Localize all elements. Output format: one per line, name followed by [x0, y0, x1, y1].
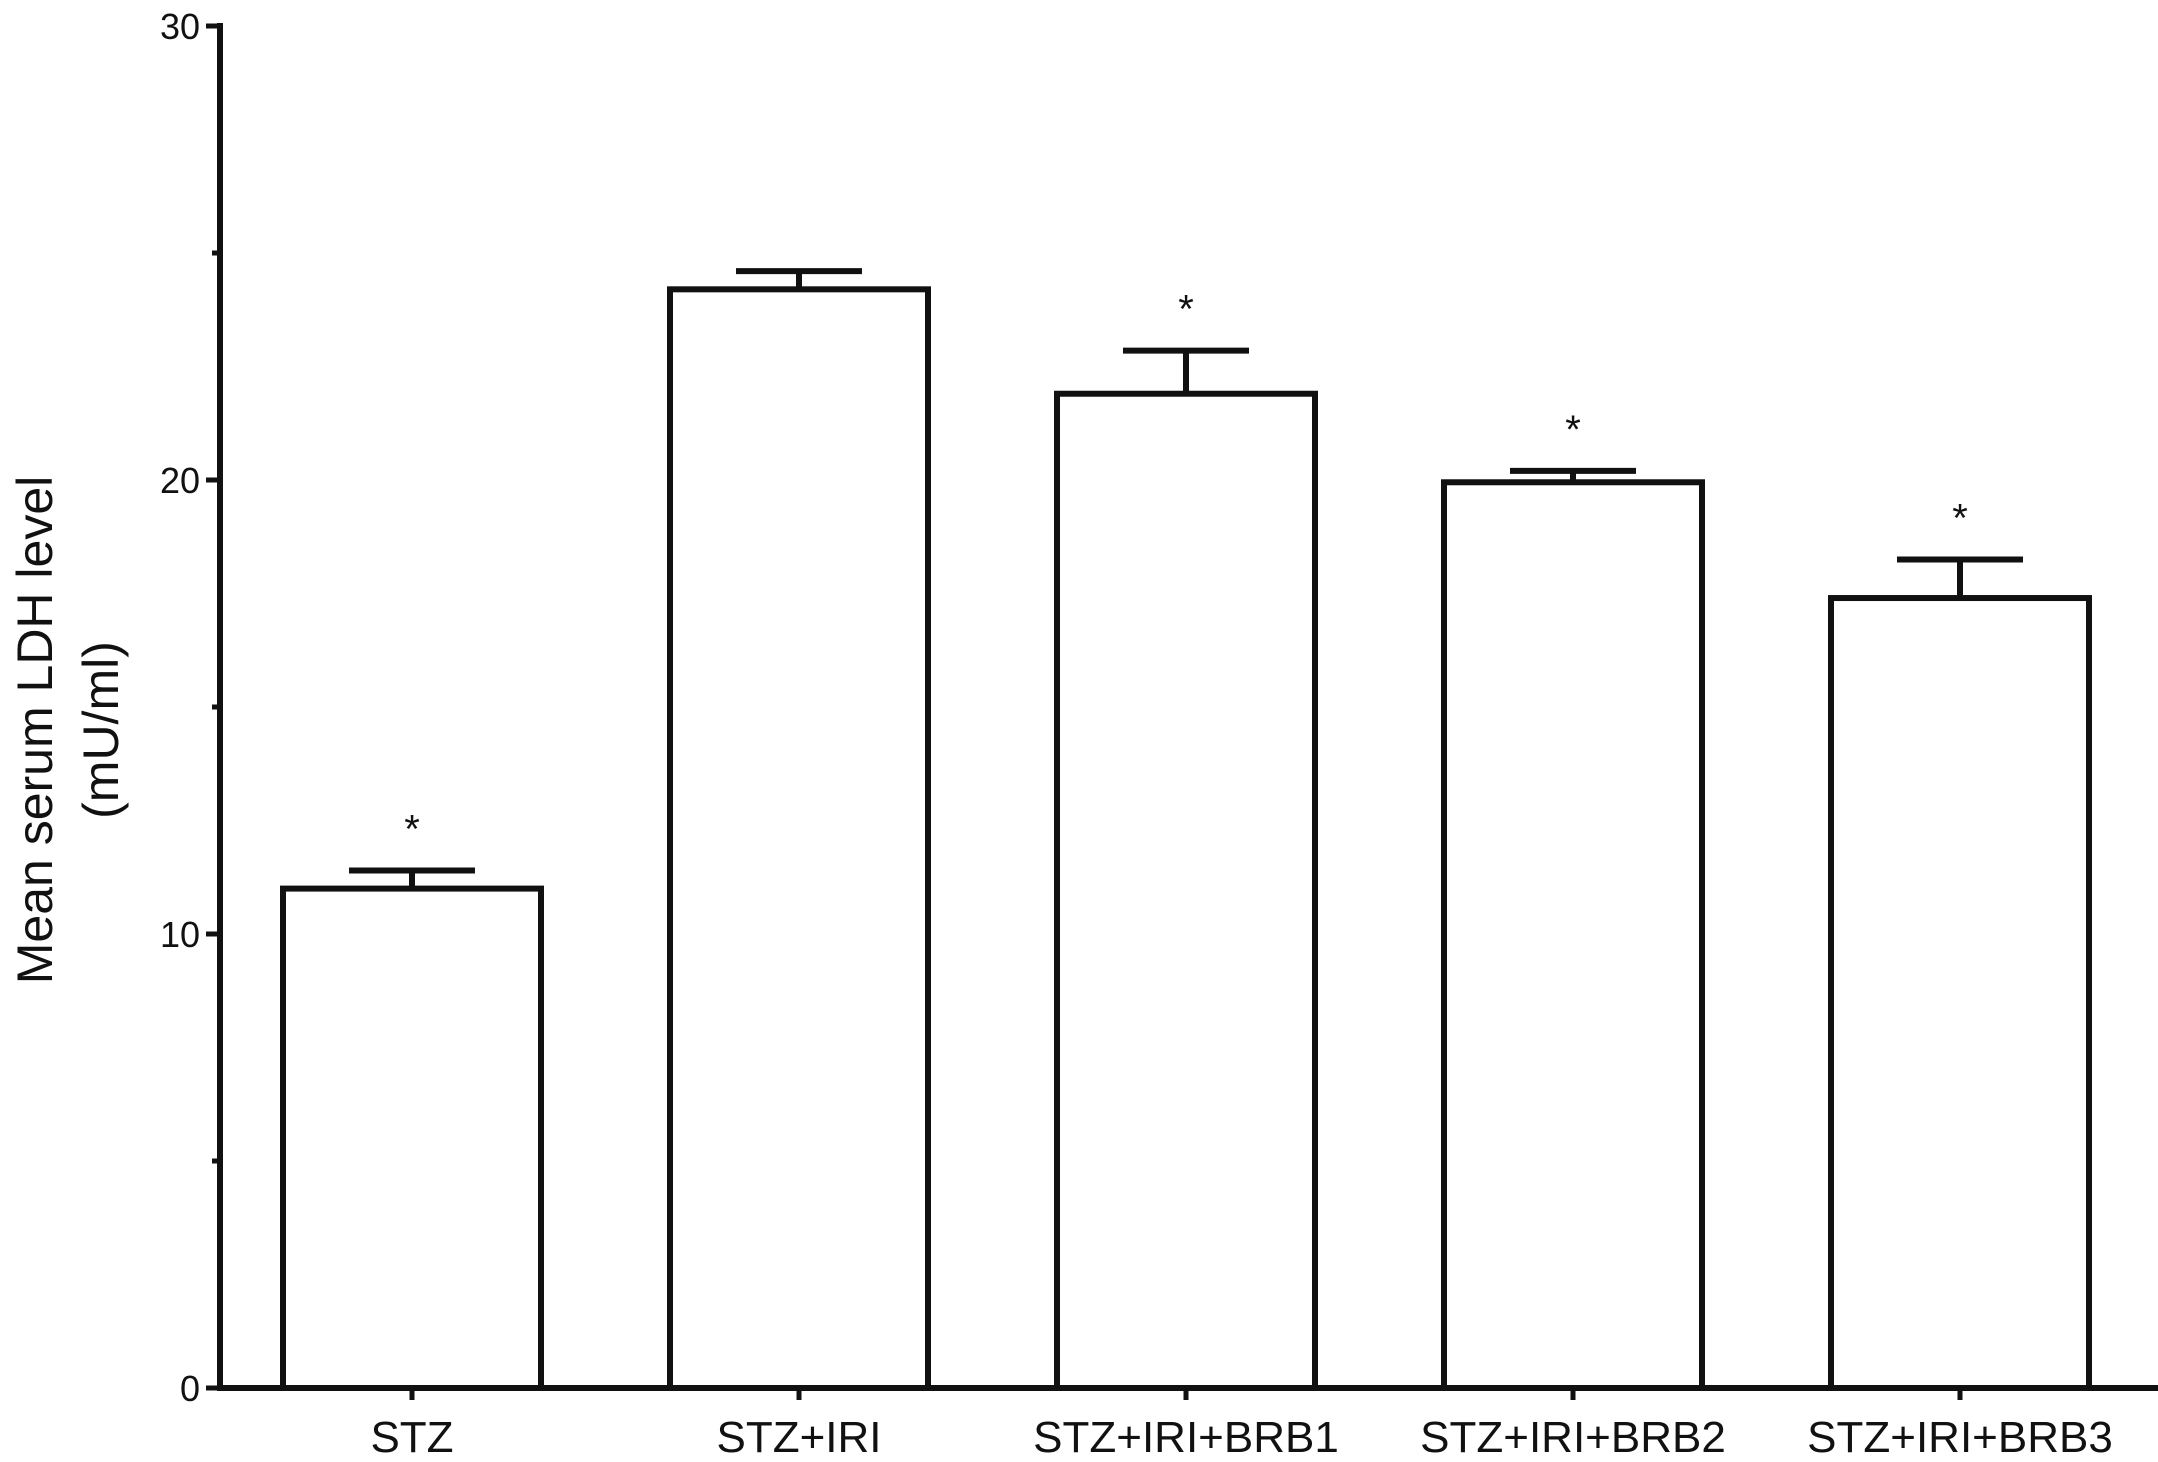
- significance-marker: *: [1952, 496, 1968, 540]
- labels: 0 10 20 30 Mean serum LDH level (mU/ml) STZ * ST…: [7, 6, 2113, 1462]
- significance-marker: *: [1565, 408, 1581, 452]
- bar: [667, 286, 931, 1392]
- bar: [280, 885, 544, 1391]
- x-category-label: STZ+IRI: [716, 1413, 881, 1462]
- y-tick-label: 10: [160, 914, 200, 955]
- x-category-label: STZ+IRI+BRB1: [1033, 1413, 1339, 1462]
- y-axis-title-line-2: (mU/ml): [73, 641, 129, 819]
- x-category-label: STZ+IRI+BRB2: [1420, 1413, 1726, 1462]
- significance-marker: *: [1178, 288, 1194, 332]
- y-tick-label: 0: [180, 1368, 200, 1409]
- x-category-label: STZ+IRI+BRB3: [1807, 1413, 2113, 1462]
- bars: [280, 268, 2092, 1392]
- x-category-label: STZ: [370, 1413, 453, 1462]
- bar: [1054, 390, 1318, 1391]
- bar: [1828, 595, 2092, 1391]
- y-tick-label: 20: [160, 460, 200, 501]
- y-tick-label: 30: [160, 6, 200, 47]
- y-axis-title-line-1: Mean serum LDH level: [7, 476, 63, 985]
- bar: [1441, 479, 1705, 1391]
- significance-marker: *: [404, 807, 420, 851]
